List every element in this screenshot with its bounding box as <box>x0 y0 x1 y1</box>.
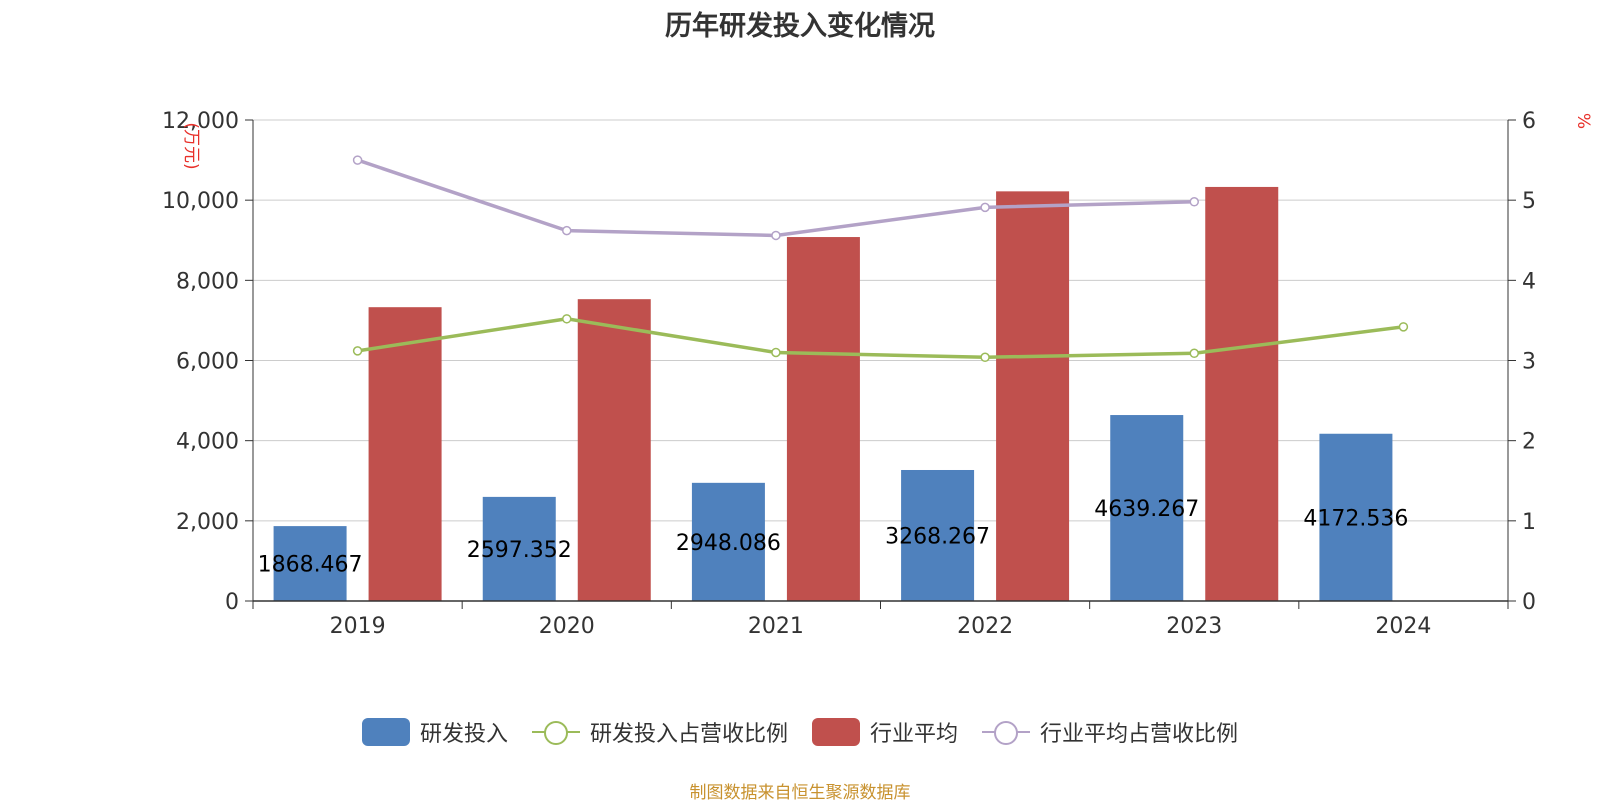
x-tick-label: 2019 <box>330 614 386 639</box>
y-right-tick-label: 4 <box>1522 269 1536 294</box>
rd-ratio-point <box>771 347 781 358</box>
y-left-tick-label: 2,000 <box>176 510 239 535</box>
data-labels-layer: 1868.467 2597.352 2948.086 3268.267 4639.267… <box>258 497 1409 578</box>
rd-ratio-point <box>1189 348 1199 359</box>
bar-industry-avg <box>368 307 442 601</box>
bar-rd-investment <box>273 526 347 601</box>
bar-rd-investment <box>1110 415 1184 601</box>
rd-ratio-point <box>1398 322 1409 332</box>
x-tick-label: 2020 <box>539 614 595 639</box>
data-label-rd-investment: 2597.352 <box>467 538 572 563</box>
x-tick-label: 2022 <box>957 614 1013 639</box>
y-right-unit-label: % <box>1573 113 1593 129</box>
bar-rd-investment <box>482 496 556 601</box>
rd-ratio-point <box>980 352 990 363</box>
industry-ratio-point <box>980 202 990 213</box>
y-left-tick-label: 4,000 <box>176 430 239 455</box>
x-tick-label: 2024 <box>1375 614 1431 639</box>
x-tick-label: 2023 <box>1166 614 1222 639</box>
bar-industry-avg <box>996 191 1070 601</box>
legend: 研发投入 研发投入占营收比例 行业平均 行业平均占营收比例 <box>0 716 1600 748</box>
industry-ratio-point <box>771 230 781 241</box>
bar-rd-investment <box>901 469 975 601</box>
y-left-tick-label: 6,000 <box>176 350 239 375</box>
y-left-tick-label: 8,000 <box>176 269 239 294</box>
grid-lines <box>253 119 1508 522</box>
data-label-rd-investment: 4639.267 <box>1094 497 1199 522</box>
legend-item-rd-investment[interactable]: 研发投入 <box>361 716 508 748</box>
y-right-tick-label: 5 <box>1522 189 1536 214</box>
industry-ratio-point <box>562 225 572 236</box>
rd-ratio-line <box>357 317 1404 360</box>
industry-ratio-point <box>1189 197 1199 207</box>
legend-line-rd-ratio <box>531 718 580 746</box>
y-left-tick-label: 10,000 <box>162 189 239 214</box>
y-right-tick-label: 3 <box>1522 350 1536 375</box>
bar-industry-avg <box>1205 186 1279 602</box>
legend-swatch-rd-investment <box>361 718 410 746</box>
rd-ratio-point <box>352 346 363 356</box>
legend-swatch-industry-avg <box>812 718 860 746</box>
y-right-tick-label: 2 <box>1522 430 1536 455</box>
data-label-rd-investment: 2948.086 <box>676 531 781 556</box>
bar-rd-investment <box>691 482 765 601</box>
legend-label-industry-ratio: 行业平均占营收比例 <box>1040 722 1239 747</box>
x-tick-label: 2021 <box>748 614 804 639</box>
legend-item-industry-avg[interactable]: 行业平均 <box>812 716 958 748</box>
bar-industry-avg <box>577 299 651 601</box>
source-note: 制图数据来自恒生聚源数据库 <box>689 783 911 803</box>
data-label-rd-investment: 3268.267 <box>885 524 990 549</box>
industry-ratio-point <box>352 155 363 165</box>
chart-title: 历年研发投入变化情况 <box>665 11 935 42</box>
bars-layer <box>273 186 1393 602</box>
y-right-tick-label: 1 <box>1522 510 1536 535</box>
y-left-tick-label: 12,000 <box>162 109 239 134</box>
legend-label-industry-avg: 行业平均 <box>870 722 959 747</box>
data-label-rd-investment: 4172.536 <box>1303 506 1408 531</box>
axes-layer: 0 2,000 4,000 6,000 8,000 10,000 12,000 0 1 2 3 4 5 6… <box>162 109 1593 639</box>
y-left-unit-label: (万元) <box>181 122 201 169</box>
legend-line-industry-ratio <box>982 718 1031 746</box>
bar-rd-investment <box>1319 433 1393 601</box>
data-label-rd-investment: 1868.467 <box>258 553 363 578</box>
legend-label-rd-investment: 研发投入 <box>419 722 508 747</box>
y-right-tick-label: 0 <box>1522 590 1536 615</box>
legend-item-rd-ratio[interactable]: 研发投入占营收比例 <box>531 716 788 748</box>
y-left-tick-label: 0 <box>225 590 239 615</box>
y-right-tick-label: 6 <box>1522 109 1536 134</box>
bar-industry-avg <box>786 237 860 601</box>
legend-label-rd-ratio: 研发投入占营收比例 <box>589 722 788 747</box>
legend-item-industry-ratio[interactable]: 行业平均占营收比例 <box>982 716 1238 748</box>
lines-layer <box>352 155 1409 363</box>
rd-ratio-point <box>562 314 572 324</box>
